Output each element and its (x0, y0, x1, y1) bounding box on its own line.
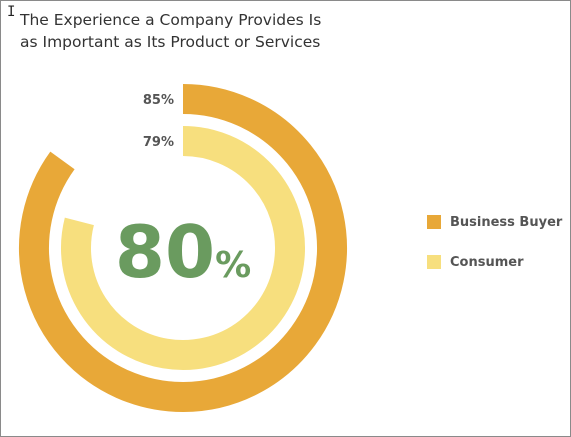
text-cursor-icon: I (7, 4, 16, 20)
center-value: 80% (115, 210, 251, 294)
center-value-unit: % (215, 245, 251, 286)
chart-legend: Business Buyer Consumer (427, 212, 562, 292)
legend-label-business-buyer: Business Buyer (450, 214, 563, 230)
legend-swatch-consumer (427, 255, 441, 269)
ring-business-buyer (19, 84, 347, 412)
legend-label-consumer: Consumer (450, 254, 524, 270)
center-value-number: 80 (115, 210, 215, 294)
ring-consumer (61, 126, 305, 370)
chart-title-line-2: as Important as Its Product or Services (20, 33, 321, 51)
data-label-business-buyer: 85% (143, 93, 174, 108)
legend-item-business-buyer: Business Buyer (427, 212, 562, 232)
chart-title-line-1: The Experience a Company Provides Is (20, 11, 322, 29)
legend-item-consumer: Consumer (427, 252, 562, 272)
legend-swatch-business-buyer (427, 215, 441, 229)
data-label-consumer: 79% (143, 135, 174, 150)
chart-title: The Experience a Company Provides Is as … (20, 9, 400, 53)
